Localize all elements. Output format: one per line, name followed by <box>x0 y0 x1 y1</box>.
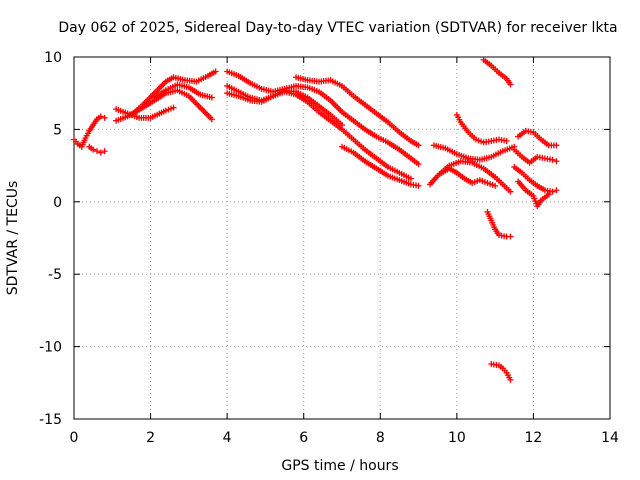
series-sat-l <box>339 143 422 189</box>
data-point <box>503 137 510 144</box>
series-sat-q <box>480 56 514 88</box>
axis-ticks: 0 2 4 6 8 10 12 14 -15 -10 -5 0 5 10 <box>39 50 619 446</box>
series-sat-p <box>453 111 510 146</box>
series-sat-a <box>71 127 93 150</box>
data-point <box>407 175 414 182</box>
data-point <box>553 187 560 194</box>
chart-title: Day 062 of 2025, Sidereal Day-to-day VTE… <box>58 20 617 36</box>
y-tick-label: -15 <box>39 412 62 428</box>
series-sat-g <box>151 81 215 101</box>
data-point <box>208 116 215 123</box>
data-point <box>97 113 104 120</box>
series-sat-u <box>511 146 560 166</box>
data-points <box>71 56 560 383</box>
data-point <box>507 188 514 195</box>
data-point <box>170 104 177 111</box>
series-sat-h <box>224 68 422 168</box>
series-sat-c <box>86 113 108 134</box>
series-sat-b <box>86 143 108 156</box>
data-point <box>507 81 514 88</box>
data-point <box>97 149 104 156</box>
y-tick-label: 0 <box>53 195 62 211</box>
y-tick-label: 5 <box>53 122 62 138</box>
data-point <box>415 161 422 168</box>
data-point <box>101 114 108 121</box>
x-tick-label: 8 <box>376 430 385 446</box>
y-tick-label: 10 <box>44 50 62 66</box>
data-point <box>208 94 215 101</box>
x-tick-label: 10 <box>448 430 466 446</box>
y-axis-label: SDTVAR / TECUs <box>5 181 21 296</box>
x-tick-label: 6 <box>299 430 308 446</box>
data-point <box>212 68 219 75</box>
x-tick-label: 2 <box>146 430 155 446</box>
series-sat-o <box>438 165 499 189</box>
data-point <box>507 376 514 383</box>
x-tick-label: 12 <box>525 430 543 446</box>
series-sat-v <box>511 164 560 195</box>
data-point <box>492 182 499 189</box>
y-tick-label: -5 <box>48 267 62 283</box>
data-point <box>415 142 422 149</box>
series-sat-n <box>430 142 518 163</box>
y-tick-label: -10 <box>39 340 62 356</box>
data-point <box>549 188 556 195</box>
x-axis-label: GPS time / hours <box>281 458 398 474</box>
x-tick-label: 4 <box>223 430 232 446</box>
data-point <box>90 146 97 153</box>
data-point <box>415 182 422 189</box>
series-sat-f <box>128 68 219 118</box>
series-sat-s <box>488 360 514 383</box>
x-tick-label: 0 <box>70 430 79 446</box>
series-sat-m <box>427 158 514 195</box>
data-point <box>553 142 560 149</box>
series-sat-k <box>293 74 422 149</box>
series-sat-w <box>515 178 552 210</box>
data-point <box>93 148 100 155</box>
series-sat-t <box>515 127 560 149</box>
data-point <box>339 122 345 129</box>
data-point <box>553 158 560 165</box>
data-point <box>549 156 556 163</box>
series-sat-r <box>484 208 514 240</box>
plot-frame <box>73 56 611 420</box>
x-tick-label: 14 <box>601 430 619 446</box>
data-point <box>101 148 108 155</box>
data-point <box>507 233 514 240</box>
data-point <box>545 191 552 198</box>
series-sat-j <box>224 87 345 129</box>
